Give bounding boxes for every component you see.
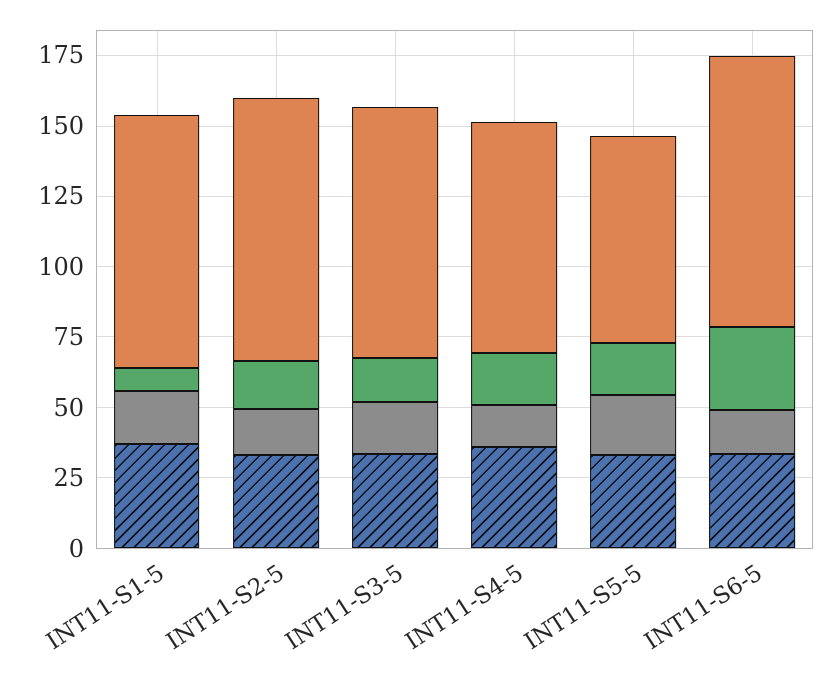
segment-blue-hatched	[232, 455, 319, 548]
y-tick-label: 150	[38, 111, 84, 140]
bar-INT11-S2-5	[232, 31, 319, 548]
plot-area	[96, 30, 813, 549]
y-axis-tick-labels: 0 25 50 75 100 125 150 175	[0, 30, 84, 561]
segment-gray	[352, 401, 438, 454]
segment-gray	[709, 410, 796, 454]
segment-green	[590, 342, 677, 395]
y-tick-label: 75	[53, 323, 84, 352]
gridline-horizontal	[97, 55, 812, 57]
bar-INT11-S5-5	[590, 31, 677, 548]
gridline-horizontal	[97, 406, 812, 408]
segment-gray	[113, 390, 200, 445]
segment-blue-hatched	[352, 453, 438, 548]
segment-orange	[590, 136, 677, 343]
bar-INT11-S1-5	[113, 31, 200, 548]
segment-green	[113, 368, 200, 391]
y-tick-label: 25	[53, 464, 84, 493]
segment-orange	[352, 106, 438, 359]
segment-orange	[232, 98, 319, 362]
segment-gray	[590, 394, 677, 456]
gridline-horizontal	[97, 476, 812, 478]
segment-orange	[471, 122, 557, 353]
gridline-horizontal	[97, 336, 812, 338]
x-tick-label: INT11-S2-5	[161, 560, 289, 656]
segment-green	[471, 352, 557, 405]
segment-green	[352, 358, 438, 402]
segment-gray	[471, 404, 557, 447]
y-tick-label: 100	[38, 252, 84, 281]
x-tick-label: INT11-S6-5	[639, 560, 767, 656]
y-tick-label: 50	[53, 393, 84, 422]
segment-green	[709, 327, 796, 411]
segment-blue-hatched	[709, 453, 796, 548]
bar-INT11-S4-5	[471, 31, 557, 548]
gridline-horizontal	[97, 125, 812, 127]
segment-blue-hatched	[590, 455, 677, 548]
x-tick-label: INT11-S5-5	[520, 560, 648, 656]
gridline-horizontal	[97, 195, 812, 197]
x-tick-label: INT11-S4-5	[400, 560, 528, 656]
segment-orange	[113, 115, 200, 369]
bar-INT11-S6-5	[709, 31, 796, 548]
y-tick-label: 175	[38, 41, 84, 70]
x-axis-tick-labels: INT11-S1-5 INT11-S2-5 INT11-S3-5 INT11-S4-5…	[42, 549, 813, 695]
y-tick-label: 125	[38, 182, 84, 211]
segment-blue-hatched	[113, 444, 200, 548]
bar-INT11-S3-5	[352, 31, 438, 548]
segment-orange	[709, 56, 796, 328]
x-tick-label: INT11-S1-5	[42, 560, 170, 656]
x-tick-label: INT11-S3-5	[281, 560, 409, 656]
y-tick-label: 0	[68, 535, 84, 563]
segment-blue-hatched	[471, 446, 557, 548]
segment-gray	[232, 408, 319, 456]
gridline-horizontal	[97, 266, 812, 268]
segment-green	[232, 361, 319, 409]
